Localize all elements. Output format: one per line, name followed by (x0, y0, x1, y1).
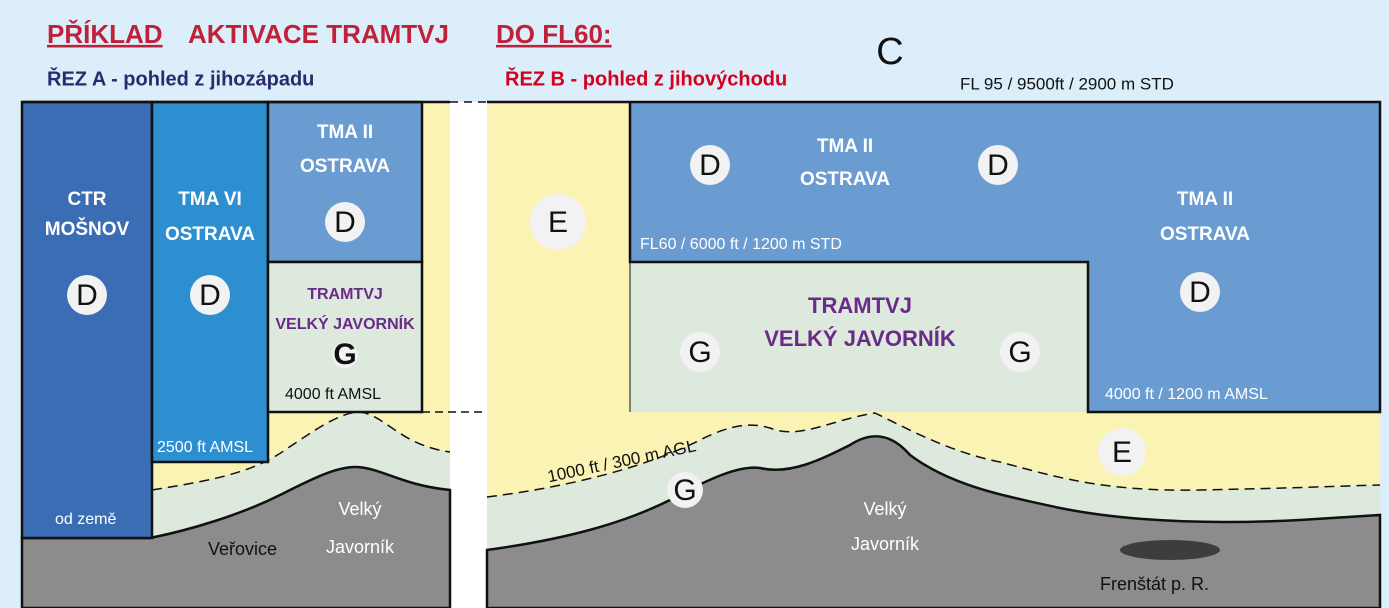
altitude-label: FL 95 / 9500ft / 2900 m STD (960, 74, 1174, 93)
altitude-label: FL60 / 6000 ft / 1200 m STD (640, 236, 842, 253)
zone-name: CTR (67, 189, 106, 210)
section-title: ŘEZ B - pohled z jihovýchodu (505, 66, 787, 90)
class-label: D (334, 206, 356, 239)
peak-label: Velký (863, 499, 906, 519)
class-label: G (1008, 336, 1031, 369)
class-label: G (333, 338, 356, 371)
altitude-label: 2500 ft AMSL (157, 439, 253, 456)
peak-label: Velký (338, 499, 381, 519)
class-label: G (688, 336, 711, 369)
class-label: D (199, 279, 221, 312)
class-label: G (673, 474, 696, 507)
peak-label: Javorník (326, 537, 395, 557)
class-label: D (987, 149, 1009, 182)
zone-name: VELKÝ JAVORNÍK (764, 326, 956, 351)
zone-name: OSTRAVA (300, 156, 390, 177)
class-label: D (1189, 276, 1211, 309)
zone-name: TRAMTVJ (808, 293, 912, 318)
class-label: C (876, 31, 903, 73)
zone-name: TMA II (317, 122, 373, 143)
zone-name: OSTRAVA (165, 224, 255, 245)
airspace-diagram: PŘÍKLAD AKTIVACE TRAMTVJ DO FL60: ŘEZ A … (0, 0, 1389, 608)
zone-name: VELKÝ JAVORNÍK (275, 314, 415, 333)
title: PŘÍKLAD (47, 19, 163, 49)
class-label: D (76, 279, 98, 312)
altitude-label: 4000 ft / 1200 m AMSL (1105, 386, 1268, 403)
peak-label: Javorník (851, 534, 920, 554)
zone-name: OSTRAVA (800, 169, 890, 190)
zone-name: TMA VI (178, 189, 242, 210)
ctr-box (22, 102, 152, 538)
town-marker (1120, 540, 1220, 560)
zone-name: TRAMTVJ (307, 286, 383, 303)
panel-gap (450, 102, 487, 608)
class-label: E (548, 206, 568, 239)
class-label: E (1112, 436, 1132, 469)
zone-name: OSTRAVA (1160, 224, 1250, 245)
title: DO FL60: (496, 19, 612, 49)
altitude-label: 4000 ft AMSL (285, 386, 381, 403)
page: {"header":{"title":{"part1":"PŘÍKLAD","p… (0, 0, 1389, 608)
place-label: Veřovice (208, 539, 277, 559)
place-label: Frenštát p. R. (1100, 574, 1209, 594)
zone-name: MOŠNOV (45, 218, 130, 240)
zone-name: TMA II (1177, 189, 1233, 210)
class-label: D (699, 149, 721, 182)
title: AKTIVACE TRAMTVJ (188, 19, 449, 49)
ground-label: od země (55, 511, 116, 528)
zone-name: TMA II (817, 136, 873, 157)
section-title: ŘEZ A - pohled z jihozápadu (47, 66, 314, 90)
